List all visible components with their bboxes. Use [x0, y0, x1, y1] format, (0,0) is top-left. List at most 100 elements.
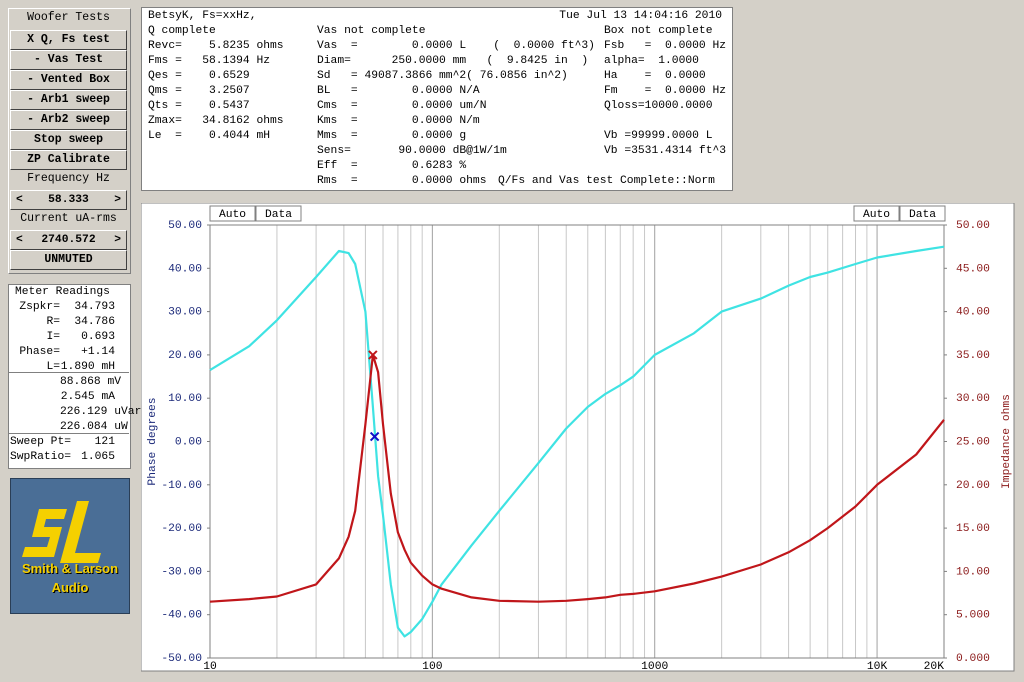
info-line: Zmax= 34.8162 ohms [148, 115, 284, 127]
meter-value: 1.065 [81, 451, 115, 463]
info-line: Cms = 0.0000 um/N [317, 100, 487, 112]
frequency-value: 58.333 [48, 194, 89, 206]
meter-value: 88.868 mV [60, 376, 122, 388]
mute-button[interactable]: UNMUTED [10, 250, 127, 270]
x-tick-label: 100 [422, 661, 443, 672]
info-line: Q complete [148, 25, 216, 37]
meter-label: L= [46, 361, 60, 373]
meter-value: 226.084 uW [60, 421, 128, 433]
test-button[interactable]: X Q, Fs test [10, 30, 127, 50]
test-button[interactable]: - Vas Test [10, 50, 127, 70]
info-line: Qloss=10000.0000 [604, 100, 713, 112]
next-button[interactable]: > [114, 194, 121, 206]
test-button[interactable]: - Arb1 sweep [10, 90, 127, 110]
info-line: Kms = 0.0000 N/m [317, 115, 480, 127]
info-line: Sens= 90.0000 dB@1W/1m [317, 145, 507, 157]
chart-button[interactable] [899, 205, 946, 222]
info-line: alpha= 1.0000 [604, 55, 699, 67]
meter-divider [9, 372, 129, 373]
y2-tick-label: 45.00 [956, 263, 990, 275]
meter-label: Sweep Pt= [10, 436, 72, 448]
y-tick-label: -10.00 [161, 480, 202, 492]
y2-tick-label: 25.00 [956, 436, 990, 448]
info-line: Box not complete [604, 25, 713, 37]
chart-button[interactable] [255, 205, 302, 222]
meter-label: R= [46, 316, 60, 328]
y2-tick-label: 10.00 [956, 566, 990, 578]
meter-panel [8, 284, 131, 469]
info-timestamp: Tue Jul 13 14:04:16 2010 [559, 10, 722, 22]
chart-button[interactable] [853, 205, 900, 222]
meter-value: +1.14 [81, 346, 115, 358]
info-status: Q/Fs and Vas test Complete::Norm [498, 175, 715, 187]
meter-divider [9, 433, 129, 434]
test-button[interactable]: Stop sweep [10, 130, 127, 150]
logo-graphic [22, 501, 101, 563]
info-line: Vb =99999.0000 L [604, 130, 713, 142]
logo: Smith & Larson Audio [10, 478, 130, 614]
info-line: Vas = 0.0000 L ( 0.0000 ft^3) [317, 40, 595, 52]
y2-tick-label: 35.00 [956, 350, 990, 362]
meter-value: 121 [94, 436, 115, 448]
current-spinner: < 2740.572 > [10, 230, 127, 250]
frequency-spinner: < 58.333 > [10, 190, 127, 210]
series-line [209, 245, 945, 638]
info-line: Mms = 0.0000 g [317, 130, 467, 142]
info-panel [141, 7, 733, 191]
meter-value: 34.786 [74, 316, 115, 328]
y-tick-label: -50.00 [161, 653, 202, 665]
info-line: Revc= 5.8235 ohms [148, 40, 284, 52]
y-axis-label: Phase degrees [147, 397, 159, 485]
cursor-marker [368, 350, 378, 360]
y2-tick-label: 15.00 [956, 523, 990, 535]
chart-button-label[interactable]: Auto [219, 209, 246, 221]
y2-tick-label: 40.00 [956, 307, 990, 319]
info-line: Eff = 0.6283 % [317, 160, 467, 172]
prev-button[interactable]: < [16, 194, 23, 206]
y-tick-label: 30.00 [168, 307, 202, 319]
info-line: Fsb = 0.0000 Hz [604, 40, 727, 52]
y-tick-label: -40.00 [161, 610, 202, 622]
prev-button[interactable]: < [16, 234, 23, 246]
next-button[interactable]: > [114, 234, 121, 246]
meter-label: Zspkr= [19, 301, 60, 313]
info-line: Vb =3531.4314 ft^3 [604, 145, 727, 157]
test-button[interactable]: - Vented Box [10, 70, 127, 90]
test-button[interactable]: ZP Calibrate [10, 150, 127, 170]
meter-value: 0.693 [81, 331, 115, 343]
current-label: Current uA-rms [20, 212, 117, 225]
chart-button-label[interactable]: Data [909, 209, 936, 221]
y2-tick-label: 0.000 [956, 653, 990, 665]
x-tick-label: 20K [924, 661, 945, 672]
info-line: Le = 0.4044 mH [148, 130, 271, 142]
y-tick-label: 40.00 [168, 263, 202, 275]
y-tick-label: 0.00 [175, 436, 202, 448]
info-line: Fms = 58.1394 Hz [148, 55, 271, 67]
x-tick-label: 10K [867, 661, 888, 672]
y-tick-label: -30.00 [161, 566, 202, 578]
test-button[interactable]: - Arb2 sweep [10, 110, 127, 130]
y-tick-label: -20.00 [161, 523, 202, 535]
chart-button-label[interactable]: Data [265, 209, 292, 221]
chart-button-label[interactable]: Auto [863, 209, 890, 221]
info-line: Ha = 0.0000 [604, 70, 706, 82]
meter-label: Phase= [19, 346, 60, 358]
info-line: BL = 0.0000 N/A [317, 85, 480, 97]
y2-axis-label: Impedance ohms [1001, 394, 1013, 489]
meter-value: 34.793 [74, 301, 115, 313]
logo-text: Smith & Larson [21, 561, 119, 576]
info-line: Qes = 0.6529 [148, 70, 250, 82]
info-line: Qts = 0.5437 [148, 100, 250, 112]
y2-tick-label: 50.00 [956, 220, 990, 232]
y-tick-label: 10.00 [168, 393, 202, 405]
info-line: Rms = 0.0000 ohms [317, 175, 487, 187]
info-line: Qms = 3.2507 [148, 85, 250, 97]
meter-value: 2.545 mA [60, 391, 115, 403]
cursor-marker [369, 431, 380, 442]
logo-text: Audio [51, 580, 89, 595]
sidebar-title: Woofer Tests [27, 11, 110, 24]
info-line: Diam= 250.0000 mm ( 9.8425 in ) [317, 55, 589, 67]
chart-button[interactable] [209, 205, 256, 222]
logo-s [22, 509, 67, 557]
y-tick-label: 20.00 [168, 350, 202, 362]
